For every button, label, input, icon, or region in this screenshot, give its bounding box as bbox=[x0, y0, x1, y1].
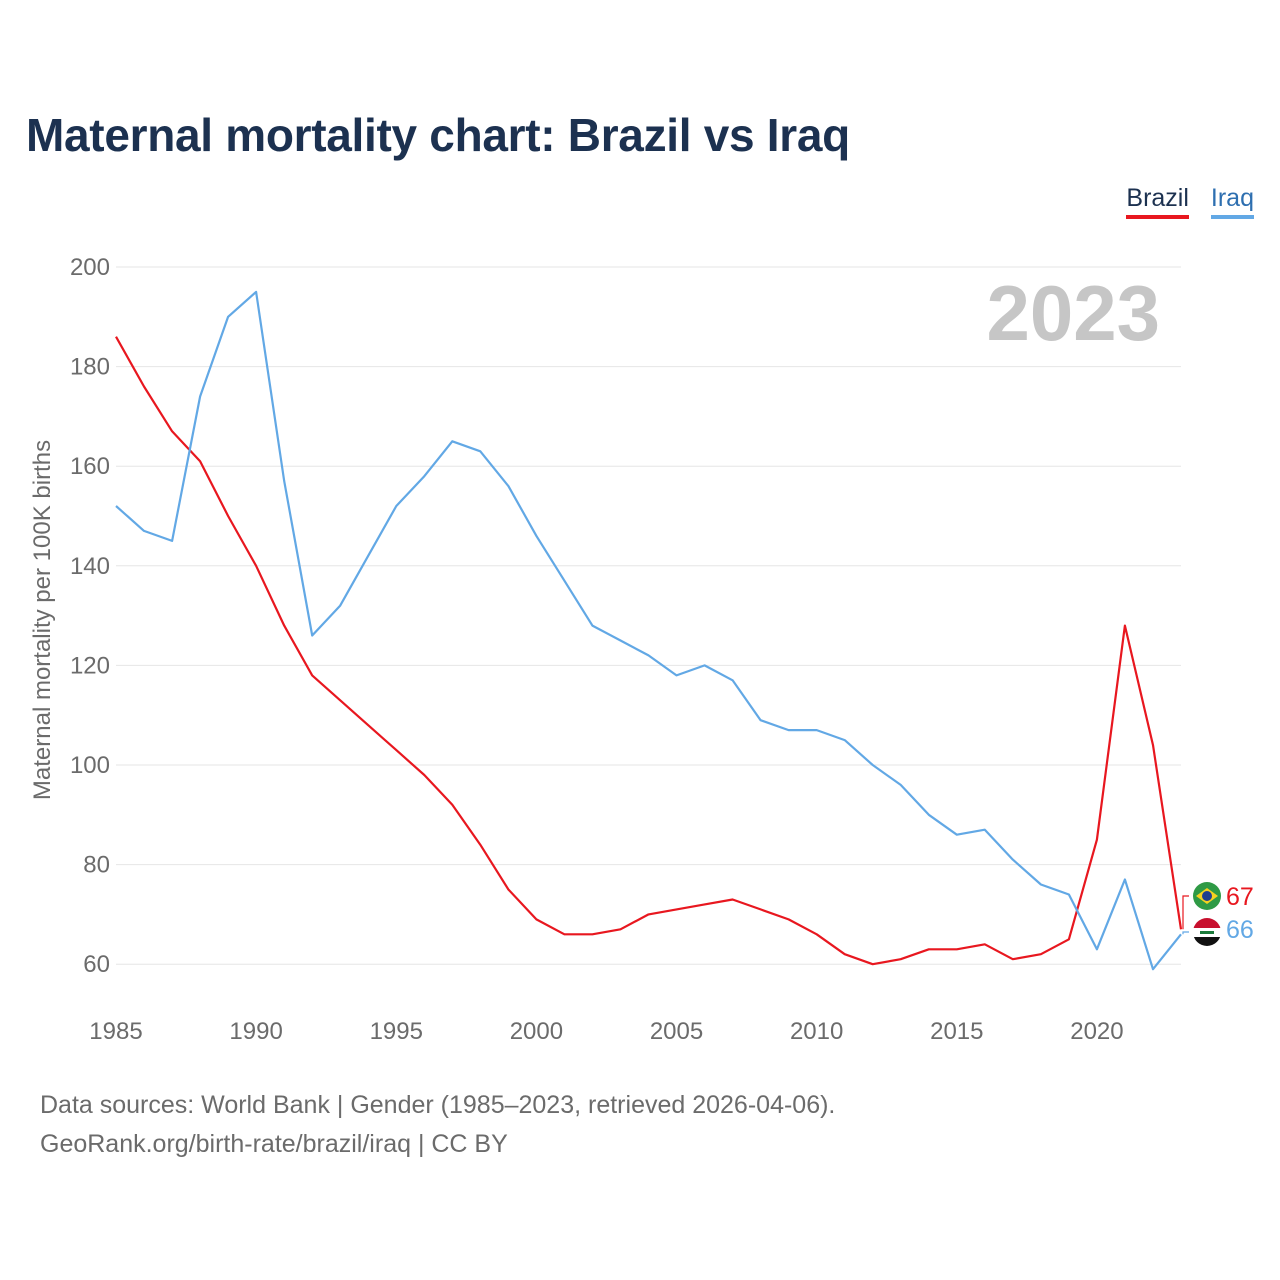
legend: Brazil Iraq bbox=[1126, 184, 1254, 219]
x-tick-1990: 1990 bbox=[229, 1018, 282, 1045]
legend-brazil[interactable]: Brazil bbox=[1126, 184, 1189, 219]
y-tick-160: 160 bbox=[70, 453, 110, 480]
end-label-brazil: 67 bbox=[1226, 883, 1254, 911]
x-tick-1995: 1995 bbox=[370, 1018, 423, 1045]
y-tick-80: 80 bbox=[83, 852, 110, 879]
source-line-2[interactable]: GeoRank.org/birth-rate/brazil/iraq | CC … bbox=[40, 1130, 508, 1158]
series-lines bbox=[115, 290, 1183, 971]
gridlines bbox=[116, 266, 1181, 965]
y-axis-ticks: 60 80 100 120 140 160 180 200 bbox=[70, 254, 110, 978]
y-tick-200: 200 bbox=[70, 254, 110, 281]
connector-iraq bbox=[1182, 931, 1189, 935]
y-tick-180: 180 bbox=[70, 354, 110, 381]
y-tick-120: 120 bbox=[70, 652, 110, 679]
series-line-iraq[interactable] bbox=[115, 290, 1182, 971]
x-tick-2020: 2020 bbox=[1070, 1018, 1123, 1045]
iraq-flag-icon bbox=[1193, 918, 1221, 946]
brazil-flag-icon bbox=[1193, 882, 1221, 910]
end-label-iraq: 66 bbox=[1226, 916, 1254, 944]
y-axis-label: Maternal mortality per 100K births bbox=[29, 440, 56, 800]
y-tick-100: 100 bbox=[70, 752, 110, 779]
connector-brazil bbox=[1182, 895, 1189, 930]
x-axis-ticks: 1985 1990 1995 2000 2005 2010 2015 2020 bbox=[89, 1018, 1123, 1045]
legend-iraq[interactable]: Iraq bbox=[1210, 184, 1254, 219]
series-line-brazil[interactable] bbox=[115, 336, 1183, 966]
current-year-label: 2023 bbox=[986, 269, 1160, 357]
x-tick-2005: 2005 bbox=[650, 1018, 703, 1045]
y-tick-60: 60 bbox=[83, 951, 110, 978]
chart-title: Maternal mortality chart: Brazil vs Iraq bbox=[26, 109, 850, 161]
source-note: Data sources: World Bank | Gender (1985–… bbox=[40, 1086, 835, 1164]
y-tick-140: 140 bbox=[70, 553, 110, 580]
x-tick-2000: 2000 bbox=[510, 1018, 563, 1045]
x-tick-2010: 2010 bbox=[790, 1018, 843, 1045]
x-tick-2015: 2015 bbox=[930, 1018, 983, 1045]
x-tick-1985: 1985 bbox=[89, 1018, 142, 1045]
source-line-1: Data sources: World Bank | Gender (1985–… bbox=[40, 1091, 836, 1119]
